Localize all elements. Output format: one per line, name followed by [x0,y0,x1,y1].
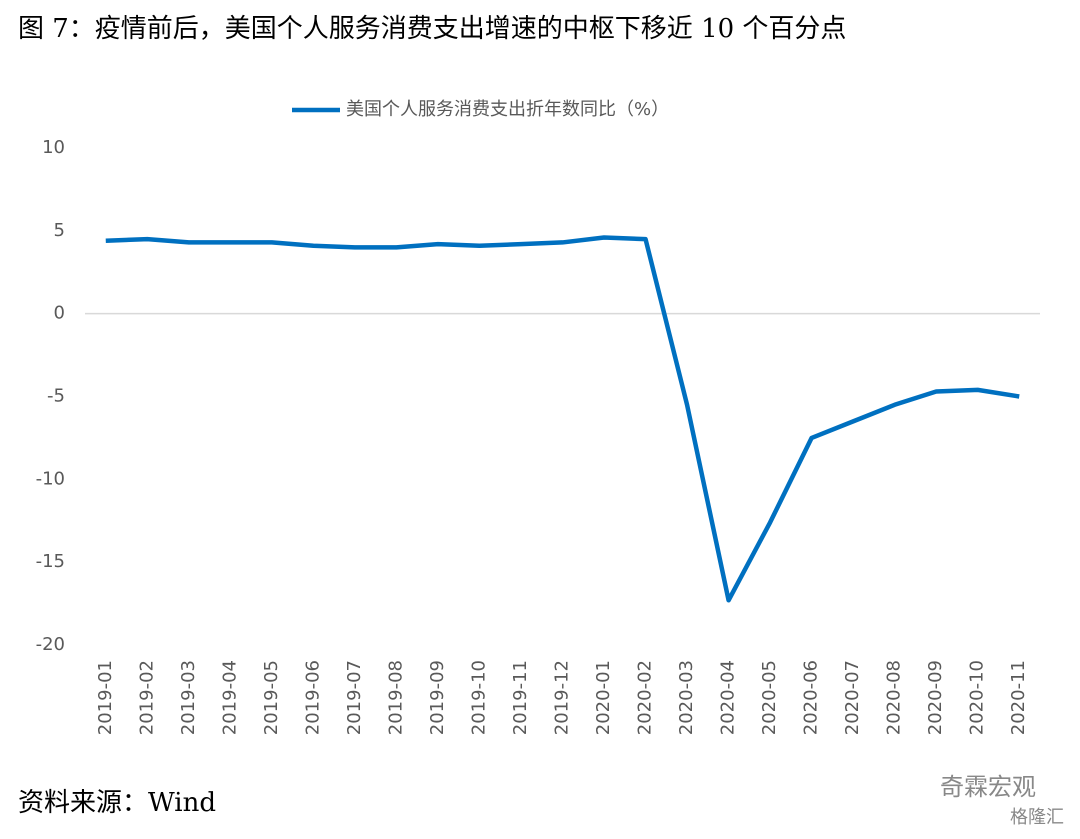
legend-label: 美国个人服务消费支出折年数同比（%） [346,99,669,120]
x-tick-label: 2020-05 [759,660,780,735]
x-tick-label: 2019-04 [219,660,240,735]
x-tick-label: 2020-02 [635,660,656,735]
x-tick-label: 2019-09 [427,660,448,735]
x-tick-label: 2020-01 [593,660,614,735]
x-tick-label: 2020-10 [967,660,988,735]
y-tick-label: 0 [54,303,65,324]
x-tick-label: 2020-04 [718,660,739,735]
x-tick-label: 2019-05 [261,660,282,735]
x-tick-label: 2019-02 [136,660,157,735]
y-tick-label: 10 [42,137,65,158]
x-tick-label: 2019-06 [302,660,323,735]
x-tick-label: 2019-11 [510,660,531,735]
x-tick-label: 2019-03 [178,660,199,735]
chart-title: 图 7：疫情前后，美国个人服务消费支出增速的中枢下移近 10 个百分点 [18,14,846,44]
y-tick-label: 5 [54,220,65,241]
y-tick-label: -20 [36,634,65,655]
x-tick-label: 2019-08 [385,660,406,735]
x-tick-label: 2020-06 [801,660,822,735]
y-tick-label: -10 [36,468,65,489]
y-tick-label: -5 [47,386,65,407]
x-tick-label: 2019-07 [344,660,365,735]
watermark: 格隆汇 [1010,807,1064,828]
x-tick-label: 2020-09 [925,660,946,735]
x-tick-label: 2019-01 [95,660,116,735]
source: 资料来源：Wind [18,788,216,818]
x-tick-label: 2019-10 [468,660,489,735]
x-tick-label: 2020-08 [884,660,905,735]
x-tick-label: 2020-03 [676,660,697,735]
x-tick-label: 2020-07 [842,660,863,735]
watermark: 奇霖宏观 [940,773,1036,801]
x-tick-label: 2019-12 [552,660,573,735]
y-tick-label: -15 [36,551,65,572]
x-tick-label: 2020-11 [1008,660,1029,735]
series-line [105,235,1020,603]
